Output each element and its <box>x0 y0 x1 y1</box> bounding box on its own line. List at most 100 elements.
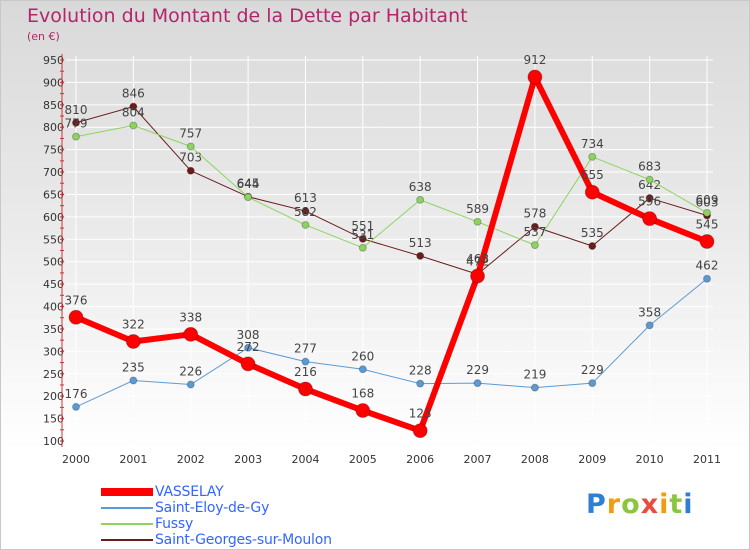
data-label: 545 <box>696 218 719 232</box>
data-label: 235 <box>122 360 145 374</box>
data-point <box>68 309 84 325</box>
data-label: 537 <box>523 225 546 239</box>
data-point <box>588 379 597 388</box>
data-label: 176 <box>65 387 88 401</box>
logo-letter: t <box>669 489 684 520</box>
proxiti-logo: Proxiti <box>586 489 694 520</box>
y-tick-label: 200 <box>43 390 64 403</box>
data-label: 322 <box>122 317 145 331</box>
data-point <box>530 241 539 250</box>
data-point <box>129 376 138 385</box>
chart-title: Evolution du Montant de la Dette par Hab… <box>27 5 468 27</box>
data-point <box>240 356 256 372</box>
x-tick-label: 2006 <box>406 453 434 466</box>
legend-swatch <box>101 507 153 509</box>
data-label: 596 <box>638 195 661 209</box>
series-line <box>75 278 708 408</box>
data-label: 642 <box>638 178 661 192</box>
data-label: 308 <box>237 328 260 342</box>
data-point <box>473 379 482 388</box>
x-tick-label: 2004 <box>291 453 319 466</box>
data-label: 912 <box>523 53 546 67</box>
data-label: 734 <box>581 137 604 151</box>
data-point <box>470 268 486 284</box>
legend-swatch <box>101 539 153 541</box>
data-point <box>412 423 428 439</box>
y-tick-label: 700 <box>43 166 64 179</box>
data-label: 603 <box>696 196 719 210</box>
data-point <box>129 102 138 111</box>
data-point <box>703 274 711 283</box>
data-point <box>530 222 539 231</box>
data-label: 260 <box>351 349 374 363</box>
series-line <box>73 74 710 434</box>
data-label: 645 <box>237 177 260 191</box>
data-point <box>186 142 195 151</box>
y-tick-label: 450 <box>43 278 64 291</box>
logo-letter: r <box>606 489 622 520</box>
logo-letter: i <box>659 489 670 520</box>
data-point <box>186 380 195 389</box>
data-label: 272 <box>237 340 260 354</box>
data-label: 216 <box>294 365 317 379</box>
data-label: 846 <box>122 87 145 101</box>
data-label: 219 <box>523 368 546 382</box>
legend-label: Fussy <box>155 516 194 532</box>
x-tick-label: 2008 <box>521 453 549 466</box>
data-label: 226 <box>179 365 202 379</box>
data-label: 779 <box>65 117 88 131</box>
data-point <box>244 343 253 352</box>
legend-label: VASSELAY <box>155 484 224 500</box>
data-point <box>301 207 310 216</box>
data-point <box>645 194 654 203</box>
legend-swatch <box>101 523 153 525</box>
data-label: 810 <box>65 103 88 117</box>
x-tick-label: 2005 <box>349 453 377 466</box>
x-tick-label: 2002 <box>177 453 205 466</box>
data-label: 229 <box>581 363 604 377</box>
data-label: 123 <box>409 407 432 421</box>
logo-letter: x <box>640 489 660 520</box>
data-label: 609 <box>696 193 719 207</box>
logo-letter: i <box>683 489 694 520</box>
data-point <box>301 357 310 366</box>
y-tick-label: 350 <box>43 323 64 336</box>
data-point <box>301 220 310 229</box>
y-tick-label: 400 <box>43 301 64 314</box>
x-tick-label: 2010 <box>636 453 664 466</box>
y-tick-label: 900 <box>43 76 64 89</box>
x-tick-label: 2003 <box>234 453 262 466</box>
data-point <box>416 195 425 204</box>
data-point <box>530 383 539 392</box>
legend-label: Saint-Eloy-de-Gy <box>155 500 270 516</box>
data-label: 168 <box>351 387 374 401</box>
data-label: 703 <box>179 151 202 165</box>
data-point <box>72 118 80 127</box>
chart-subtitle: (en €) <box>27 30 60 43</box>
data-label: 655 <box>581 168 604 182</box>
data-label: 229 <box>466 363 489 377</box>
data-point <box>473 217 482 226</box>
data-label: 338 <box>179 310 202 324</box>
data-point <box>642 211 658 227</box>
data-label: 462 <box>696 259 719 273</box>
data-label: 376 <box>65 293 88 307</box>
data-point <box>645 321 654 330</box>
data-point <box>703 208 711 217</box>
y-tick-label: 300 <box>43 345 64 358</box>
data-label: 551 <box>351 219 374 233</box>
legend-swatch <box>101 488 153 496</box>
data-point <box>355 403 371 419</box>
y-tick-label: 800 <box>43 121 64 134</box>
x-tick-label: 2011 <box>693 453 721 466</box>
data-point <box>358 243 367 252</box>
y-tick-label: 650 <box>43 188 64 201</box>
y-tick-label: 950 <box>43 54 64 67</box>
x-tick-label: 2001 <box>119 453 147 466</box>
data-label: 757 <box>179 127 202 141</box>
data-point <box>129 121 138 130</box>
data-point <box>584 184 600 200</box>
data-point <box>358 234 367 243</box>
y-tick-label: 550 <box>43 233 64 246</box>
data-label: 468 <box>466 252 489 266</box>
